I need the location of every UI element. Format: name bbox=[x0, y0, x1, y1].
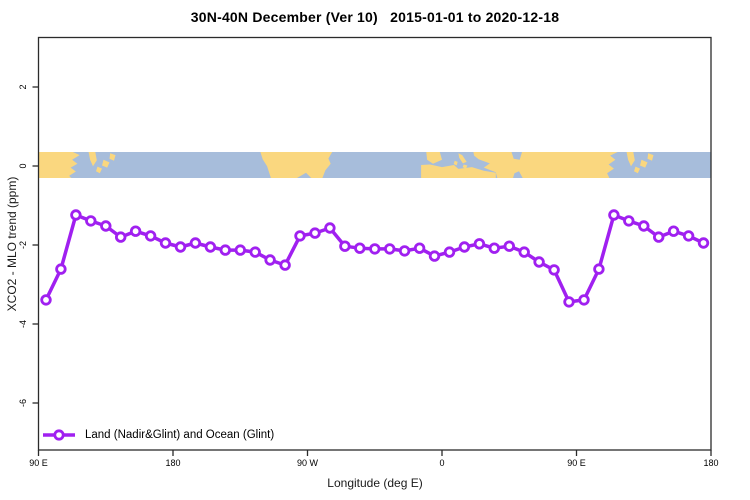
data-point bbox=[249, 246, 261, 258]
data-point bbox=[279, 259, 291, 271]
data-point bbox=[623, 215, 635, 227]
data-point bbox=[189, 237, 202, 249]
y-tick-label: -6 bbox=[18, 399, 28, 407]
map-land bbox=[640, 159, 648, 168]
x-axis-title: Longitude (deg E) bbox=[327, 476, 423, 490]
data-point bbox=[428, 250, 441, 262]
data-point bbox=[578, 294, 590, 306]
map-land bbox=[260, 152, 333, 178]
map-inland-sea bbox=[513, 171, 523, 178]
data-point bbox=[324, 222, 336, 234]
map-land bbox=[453, 160, 458, 166]
data-point bbox=[638, 220, 650, 232]
data-point bbox=[144, 230, 157, 242]
data-series bbox=[40, 209, 710, 308]
data-point bbox=[114, 231, 127, 243]
y-tick-label: -2 bbox=[18, 241, 28, 249]
x-tick-label: 90 E bbox=[29, 458, 48, 468]
data-point bbox=[384, 243, 396, 255]
data-point bbox=[413, 242, 426, 254]
chart-title: 30N-40N December (Ver 10) 2015-01-01 to … bbox=[190, 9, 560, 25]
data-point bbox=[219, 244, 232, 256]
map-land bbox=[473, 152, 618, 178]
axes: 90 E 180 90 W 0 90 E 180 2 0 -2 -4 -6 bbox=[18, 36, 719, 468]
map-land bbox=[426, 152, 442, 164]
data-point bbox=[458, 241, 471, 253]
x-tick-label: 180 bbox=[703, 458, 718, 468]
data-point bbox=[40, 294, 52, 306]
data-point bbox=[682, 230, 695, 242]
map-land bbox=[109, 153, 116, 161]
data-point bbox=[518, 246, 530, 258]
data-point bbox=[593, 263, 605, 275]
data-point bbox=[70, 209, 82, 221]
data-point bbox=[488, 242, 501, 254]
data-point bbox=[55, 263, 67, 275]
data-point bbox=[159, 237, 172, 249]
map-land bbox=[458, 153, 467, 164]
data-point bbox=[653, 231, 665, 243]
x-tick-label: 180 bbox=[165, 458, 180, 468]
data-point bbox=[264, 254, 276, 266]
data-line bbox=[44, 213, 706, 304]
data-point bbox=[443, 246, 456, 258]
data-point bbox=[548, 264, 560, 276]
map-land bbox=[102, 159, 110, 168]
data-point bbox=[129, 225, 142, 237]
map-land bbox=[462, 164, 468, 169]
data-point bbox=[697, 237, 710, 249]
legend-marker-icon bbox=[43, 429, 75, 441]
map-land bbox=[421, 164, 496, 178]
x-tick-label: 90 W bbox=[297, 458, 319, 468]
data-point bbox=[100, 220, 112, 232]
data-point bbox=[354, 242, 366, 254]
data-point bbox=[667, 225, 680, 237]
data-point bbox=[608, 209, 620, 221]
data-point bbox=[339, 240, 351, 252]
data-point bbox=[309, 227, 321, 239]
world-map-band bbox=[38, 152, 711, 178]
data-point bbox=[503, 240, 516, 252]
data-point bbox=[204, 241, 217, 253]
data-point bbox=[369, 243, 381, 255]
map-land bbox=[96, 166, 102, 174]
map-inland-sea bbox=[511, 152, 522, 160]
legend: Land (Nadir&Glint) and Ocean (Glint) bbox=[42, 428, 274, 442]
y-tick-label: 2 bbox=[18, 84, 28, 89]
y-axis-title: XCO2 - MLO trend (ppm) bbox=[5, 176, 19, 312]
data-point bbox=[294, 230, 306, 242]
map-land bbox=[634, 166, 640, 174]
x-tick-label: 0 bbox=[439, 458, 444, 468]
map-land bbox=[626, 152, 635, 167]
data-point bbox=[473, 238, 486, 250]
x-tick-label: 90 E bbox=[567, 458, 586, 468]
legend-label: Land (Nadir&Glint) and Ocean (Glint) bbox=[85, 429, 275, 441]
plot-box bbox=[37, 36, 712, 451]
y-tick-label: -4 bbox=[18, 320, 28, 328]
data-point bbox=[563, 296, 575, 308]
map-land bbox=[88, 152, 97, 167]
map-land bbox=[647, 153, 654, 161]
data-point bbox=[85, 215, 97, 227]
data-point bbox=[398, 245, 411, 257]
y-tick-label: 0 bbox=[18, 163, 28, 168]
data-point bbox=[234, 244, 247, 256]
data-point bbox=[533, 256, 545, 268]
data-point bbox=[174, 241, 187, 253]
map-land bbox=[38, 152, 80, 178]
